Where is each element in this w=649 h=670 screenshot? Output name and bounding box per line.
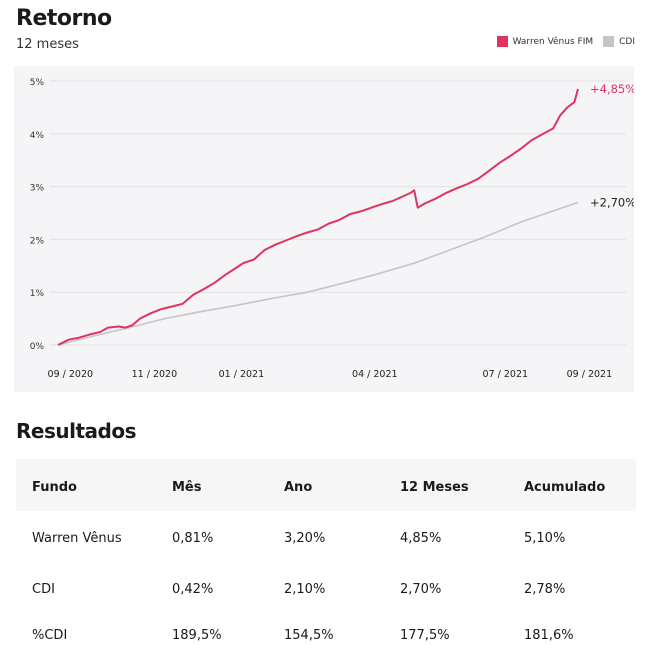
table-cell: 189,5% [172, 628, 222, 643]
y-tick-label: 1% [30, 289, 45, 299]
series-line-cdi [57, 201, 579, 346]
legend-swatch-cdi [603, 36, 615, 47]
table-cell: 0,42% [172, 582, 214, 597]
y-tick-label: 4% [30, 131, 45, 141]
series-line-warren [57, 88, 579, 346]
table-cell: CDI [32, 582, 55, 597]
table-header-cell: 12 Meses [400, 480, 469, 495]
table-cell: 4,85% [400, 531, 442, 546]
legend-label-warren: Warren Vênus FIM [512, 36, 594, 47]
table-header-cell: Fundo [32, 480, 77, 495]
chart-panel: 5% 4% 3% 2% 1% 0% 09 / 2020 11 / 2020 01 / 2021 0… [14, 66, 637, 392]
table-cell: 2,10% [284, 582, 326, 597]
return-line-chart: 5% 4% 3% 2% 1% 0% 09 / 2020 11 / 2020 01 / 2021 0… [30, 78, 637, 380]
section-title-retorno: Retorno [16, 6, 112, 31]
x-tick-label: 07 / 2021 [483, 369, 529, 380]
results-table-header [16, 459, 636, 511]
table-cell: 177,5% [400, 628, 450, 643]
table-cell: 3,20% [284, 531, 326, 546]
legend-item-cdi[interactable]: CDI [603, 36, 635, 47]
table-cell: 181,6% [524, 628, 574, 643]
x-tick-label: 09 / 2020 [48, 369, 94, 380]
x-tick-label: 01 / 2021 [219, 369, 265, 380]
table-header-cell: Mês [172, 480, 202, 495]
legend-item-warren[interactable]: Warren Vênus FIM [496, 36, 594, 47]
x-tick-label: 09 / 2021 [567, 369, 613, 380]
end-label-warren: +4,85% [590, 82, 634, 96]
x-tick-label: 11 / 2020 [132, 369, 178, 380]
table-cell: 2,70% [400, 582, 442, 597]
table-cell: %CDI [32, 628, 68, 643]
table-header-cell: Ano [284, 480, 313, 495]
x-tick-label: 04 / 2021 [352, 369, 398, 380]
section-title-resultados: Resultados [16, 419, 136, 443]
end-label-cdi: +2,70% [590, 195, 634, 209]
y-tick-label: 0% [30, 342, 45, 352]
table-cell: 2,78% [524, 582, 566, 597]
y-tick-label: 3% [30, 184, 45, 194]
y-tick-label: 2% [30, 236, 45, 246]
table-cell: 0,81% [172, 531, 214, 546]
table-header-cell: Acumulado [524, 480, 606, 495]
legend-swatch-warren [496, 36, 508, 47]
table-cell: Warren Vênus [32, 531, 122, 546]
legend-label-cdi: CDI [619, 36, 635, 47]
table-cell: 5,10% [524, 531, 566, 546]
y-tick-label: 5% [30, 78, 45, 88]
chart-legend: Warren Vênus FIM CDI [487, 36, 635, 47]
table-cell: 154,5% [284, 628, 334, 643]
period-subtitle: 12 meses [16, 37, 79, 52]
